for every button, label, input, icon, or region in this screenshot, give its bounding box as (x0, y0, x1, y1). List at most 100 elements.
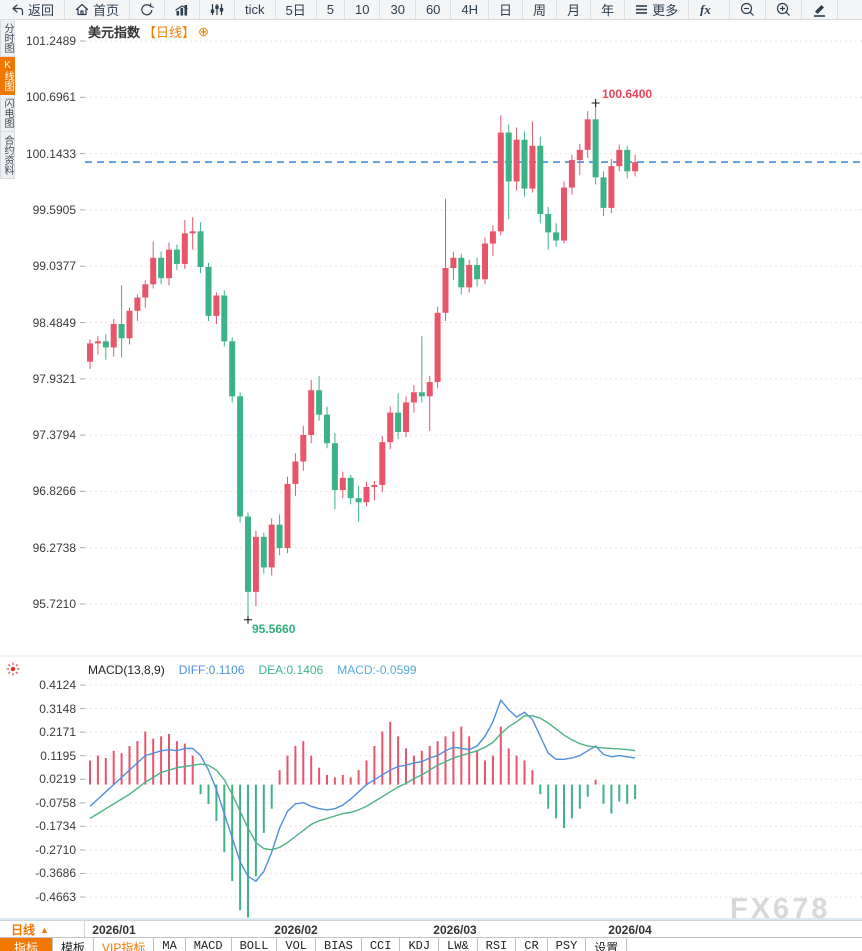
toolbar-button-refresh[interactable] (130, 0, 166, 19)
svg-text:fx: fx (700, 3, 711, 16)
price-axis-label: 99.5905 (32, 202, 76, 217)
toolbar-button-日[interactable]: 日 (489, 0, 524, 19)
toolbar-button-月[interactable]: 月 (557, 0, 592, 19)
period-selector[interactable]: 日线 ▲ (0, 921, 85, 938)
date-axis-label: 2026/03 (433, 923, 477, 937)
indicator-tab-指标[interactable]: 指标 (0, 938, 54, 951)
toolbar-button-zoom-in[interactable] (766, 0, 803, 19)
macd-axis-label: -0.0758 (35, 795, 76, 810)
toolbar-button-label: 月 (567, 3, 581, 18)
toolbar-button-label: 年 (601, 3, 615, 18)
macd-axis-label: 0.4124 (39, 678, 76, 692)
toolbar-button-60[interactable]: 60 (416, 0, 452, 19)
macd-axis-label: -0.2710 (35, 842, 76, 857)
toolbar-button-label: tick (245, 2, 265, 17)
price-axis-label: 97.9321 (32, 371, 76, 386)
toolbar-button-4H[interactable]: 4H (451, 0, 490, 19)
toolbar-button-label: 日 (499, 3, 513, 18)
toolbar-button-label: 5日 (285, 3, 306, 18)
zoom-out-icon (740, 2, 755, 17)
toolbar-button-label: 60 (425, 2, 441, 17)
fx-icon: fx (699, 3, 719, 16)
toolbar-button-label: 周 (533, 3, 547, 18)
toolbar-button-label: 4H (461, 2, 479, 17)
price-axis-label: 97.3794 (32, 428, 76, 443)
symbol-name: 美元指数 (88, 25, 141, 40)
back-icon (10, 3, 24, 16)
indicator-tab-VIP指标[interactable]: VIP指标 (94, 938, 155, 951)
toolbar-button-tick[interactable]: tick (235, 0, 276, 19)
indicator-tab-设置[interactable]: 设置 (586, 938, 628, 951)
rail-item-K线图[interactable]: K线图 (0, 57, 15, 95)
indicator-tab-bar: 指标 模板 VIP指标 MA MACD BOLL VOL BIAS CCI KDJ LW& RSI CR… (0, 937, 862, 951)
refresh-icon (140, 3, 154, 16)
macd-axis-label: 0.1195 (40, 748, 76, 763)
macd-axis-label: -0.1734 (35, 819, 76, 834)
toolbar-button-home[interactable]: 首页 (65, 0, 131, 19)
macd-axis-label: 0.2171 (39, 725, 76, 740)
toolbar-button-label: 30 (390, 2, 405, 17)
chart-title: 美元指数 【日线】 ⊕ (88, 22, 209, 41)
price-axis-label: 96.8266 (32, 484, 76, 499)
date-axis-row: 日线 ▲ 2026/01 2026/02 2026/03 2026/04 (0, 920, 862, 938)
toolbar-button-label: 返回 (28, 3, 55, 18)
indicator-tab-PSY[interactable]: PSY (548, 938, 587, 951)
indicator-tab-BIAS[interactable]: BIAS (316, 938, 362, 951)
toolbar-button-年[interactable]: 年 (591, 0, 626, 19)
indicator-tab-模板[interactable]: 模板 (53, 938, 95, 951)
indicator-hot-icon[interactable] (6, 662, 20, 676)
indicator-tab-BOLL[interactable]: BOLL (232, 938, 278, 951)
zoom-in-icon (776, 2, 791, 17)
macd-diff-value: DIFF:0.1106 (178, 663, 245, 677)
date-axis-label: 2026/04 (608, 923, 652, 937)
top-toolbar: 返回 首页 tick 5日 5 10 30 60 4H 日 周 月 年 更多 fx (0, 0, 862, 20)
add-favorite-icon[interactable]: ⊕ (198, 23, 209, 39)
indicator-tab-KDJ[interactable]: KDJ (400, 938, 440, 951)
rail-item-合约资料[interactable]: 合约资料 (0, 132, 15, 179)
toolbar-button-label: 更多 (652, 3, 679, 18)
indicator-tab-MA[interactable]: MA (154, 938, 186, 951)
candlestick-icon (210, 3, 224, 16)
toolbar-button-周[interactable]: 周 (523, 0, 558, 19)
rail-item-分时图[interactable]: 分时图 (0, 20, 15, 57)
period-tag: 【日线】 (143, 25, 196, 40)
toolbar-button-back[interactable]: 返回 (0, 0, 66, 19)
toolbar-button-column-chart[interactable] (165, 0, 201, 19)
toolbar-button-fx[interactable]: fx (689, 0, 731, 19)
indicator-tab-CCI[interactable]: CCI (362, 938, 401, 951)
macd-axis-label: 0.3148 (39, 701, 76, 716)
toolbar-button-5[interactable]: 5 (317, 0, 345, 19)
period-selector-label: 日线 (11, 923, 36, 937)
toolbar-button-zoom-out[interactable] (730, 0, 767, 19)
toolbar-button-pen[interactable] (802, 0, 839, 19)
price-axis-label: 96.2738 (32, 540, 76, 555)
toolbar-button-candlestick[interactable] (200, 0, 236, 19)
indicator-tab-CR[interactable]: CR (516, 938, 548, 951)
macd-header: MACD(13,8,9) DIFF:0.1106 DEA:0.1406 MACD… (88, 663, 417, 677)
toolbar-button-10[interactable]: 10 (345, 0, 381, 19)
fx678-watermark: FX678 (730, 893, 831, 925)
macd-name: MACD(13,8,9) (88, 663, 165, 677)
macd-macd-value: MACD:-0.0599 (337, 663, 417, 677)
pen-icon (812, 3, 827, 17)
chart-type-rail: 分时图 K线图 闪电图 合约资料 (0, 20, 15, 179)
macd-axis-label: -0.4663 (35, 890, 76, 905)
toolbar-button-menu[interactable]: 更多 (625, 0, 690, 19)
date-axis-label: 2026/01 (92, 923, 136, 937)
toolbar-button-label: 10 (355, 2, 370, 17)
price-axis-label: 98.4849 (32, 315, 76, 330)
chevron-up-icon: ▲ (40, 924, 49, 935)
indicator-tab-RSI[interactable]: RSI (478, 938, 517, 951)
home-icon (75, 3, 89, 16)
price-axis-label: 100.6961 (25, 90, 76, 105)
indicator-tab-VOL[interactable]: VOL (277, 938, 317, 951)
rail-item-闪电图[interactable]: 闪电图 (0, 95, 15, 132)
indicator-tab-LW&[interactable]: LW& (439, 938, 478, 951)
indicator-tab-MACD[interactable]: MACD (186, 938, 232, 951)
toolbar-button-30[interactable]: 30 (380, 0, 416, 19)
macd-dea-value: DEA:0.1406 (258, 663, 324, 677)
low-price-annotation: 95.5660 (252, 622, 296, 636)
toolbar-button-5日[interactable]: 5日 (276, 0, 317, 19)
